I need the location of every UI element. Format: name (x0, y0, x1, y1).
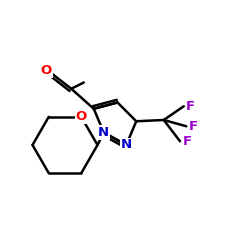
Text: F: F (186, 100, 195, 113)
Text: N: N (98, 126, 109, 139)
Text: F: F (182, 135, 192, 148)
Text: O: O (76, 110, 87, 123)
Text: O: O (40, 64, 52, 77)
Text: N: N (121, 138, 132, 151)
Text: F: F (189, 120, 198, 133)
